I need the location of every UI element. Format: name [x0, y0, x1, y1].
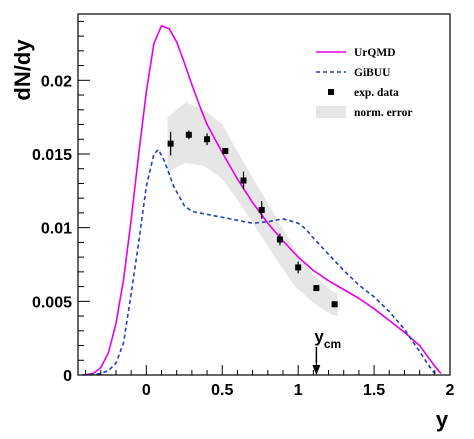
ycm-label-main: y	[314, 327, 324, 346]
gibuu-curve	[82, 148, 436, 376]
urqmd-curve	[82, 24, 442, 376]
legend: UrQMD GiBUU exp. data norm. error	[316, 47, 413, 119]
exp-data-point	[258, 206, 265, 213]
normalization-error-band-layer	[167, 102, 338, 317]
exp-data-point	[313, 285, 320, 292]
y-tick-label: 0	[63, 368, 72, 385]
exp-data-point	[276, 236, 283, 243]
ycm-label: ycm	[314, 327, 341, 351]
exp-data-point	[295, 264, 302, 271]
legend-band-swatch	[316, 106, 346, 118]
legend-label-gibuu: GiBUU	[354, 67, 391, 79]
axis-layer: 0 0.5 1 1.5 2 0 0.005 0.01 0.015 0.02	[32, 20, 455, 399]
y-tick-label: 0.02	[41, 73, 72, 90]
exp-data-layer	[167, 130, 338, 308]
x-tick-label: 1.5	[363, 382, 385, 399]
exp-data-point	[240, 177, 247, 184]
exp-data-point	[204, 136, 211, 143]
legend-exp-swatch	[328, 89, 334, 95]
legend-label-band: norm. error	[354, 107, 413, 119]
y-tick-label: 0.01	[41, 221, 72, 238]
ycm-arrow-head	[312, 365, 321, 375]
exp-data-point	[167, 140, 174, 147]
ycm-annotation: ycm	[312, 327, 341, 375]
y-tick-label: 0.015	[32, 147, 72, 164]
normalization-error-band	[167, 102, 338, 317]
y-axis-title: dN/dy	[10, 39, 35, 101]
exp-data-point	[331, 301, 338, 308]
exp-data-point	[185, 131, 192, 138]
legend-label-urqmd: UrQMD	[354, 47, 396, 59]
series-layer	[82, 24, 442, 376]
y-tick-label: 0.005	[32, 294, 72, 311]
x-tick-label: 0.5	[211, 382, 233, 399]
x-tick-label: 1	[294, 382, 303, 399]
x-tick-label: 2	[446, 382, 455, 399]
exp-data-point	[222, 148, 229, 155]
x-axis-title: y	[436, 407, 449, 432]
legend-label-exp: exp. data	[354, 87, 399, 99]
ycm-label-sub: cm	[324, 337, 341, 351]
plot-frame	[77, 13, 451, 376]
x-tick-label: 0	[142, 382, 151, 399]
